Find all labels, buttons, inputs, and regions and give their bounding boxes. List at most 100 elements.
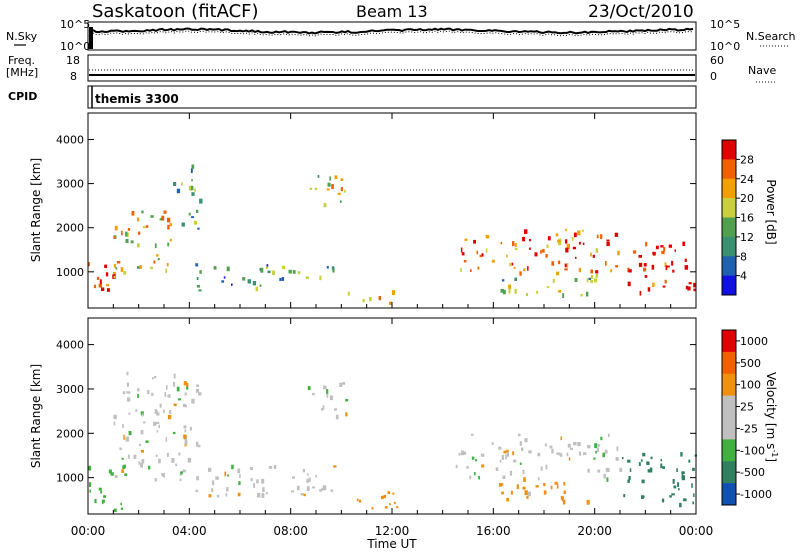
velocity-echo-cell <box>681 471 685 474</box>
velocity-echo-cell <box>629 468 632 472</box>
velocity-echo-cell <box>693 493 695 497</box>
site-title: Saskatoon (fitACF) <box>92 1 259 22</box>
cpid-value: themis 3300 <box>95 92 179 106</box>
power-echo-cell <box>347 291 350 296</box>
velocity-echo-cell <box>600 436 603 441</box>
velocity-echo-cell <box>647 469 651 473</box>
velocity-echo-cell <box>501 483 504 486</box>
power-echo-cell <box>106 284 110 287</box>
velocity-echo-cell <box>329 395 334 401</box>
velocity-echo-cell <box>226 487 229 492</box>
velocity-echo-cell <box>257 492 261 498</box>
velocity-echo-cell <box>162 473 165 478</box>
power-echo-cell <box>652 251 656 256</box>
power-echo-cell <box>665 265 668 271</box>
power-echo-cell <box>190 168 193 174</box>
velocity-echo-cell <box>603 473 606 479</box>
power-echo-cell <box>127 228 131 231</box>
velocity-echo-cell <box>184 439 188 445</box>
velocity-echo-cell <box>183 403 186 408</box>
power-echo-cell <box>120 267 124 272</box>
velocity-echo-cell <box>256 479 259 484</box>
velocity-echo-cell <box>133 454 137 459</box>
velocity-colorbar-segment <box>722 461 736 484</box>
velocity-echo-cell <box>481 464 485 468</box>
velocity-colorbar-segment <box>722 373 736 396</box>
velocity-colorbar-segment <box>722 439 736 462</box>
velocity-echo-cell <box>250 478 253 482</box>
velocity-echo-cell <box>475 459 478 462</box>
velocity-echo-cell <box>627 459 631 463</box>
power-echo-cell <box>639 290 642 296</box>
velocity-echo-cell <box>125 436 130 442</box>
velocity-echo-cell <box>216 494 220 498</box>
velocity-echo-cell <box>128 412 131 415</box>
velocity-echo-cell <box>527 491 531 497</box>
power-echo-cell <box>247 279 251 284</box>
velocity-echo-cell <box>671 493 675 496</box>
xtick-label: 20:00 <box>577 524 612 538</box>
power-echo-cell <box>682 241 686 246</box>
velocity-echo-cell <box>569 447 574 450</box>
velocity-echo-cell <box>154 478 157 482</box>
velocity-echo-cell <box>211 488 214 492</box>
velocity-echo-cell <box>303 493 306 497</box>
power-colorbar-tick-label: 24 <box>740 173 754 186</box>
power-echo-cell <box>169 238 172 242</box>
power-echo-cell <box>470 269 472 272</box>
power-echo-cell <box>643 267 647 272</box>
velocity-echo-cell <box>463 451 467 455</box>
power-echo-cell <box>667 265 670 268</box>
power-echo-cell <box>511 262 514 266</box>
velocity-echo-cell <box>593 457 596 460</box>
power-colorbar-segment <box>722 198 736 218</box>
velocity-echo-cell <box>322 405 325 410</box>
velocity-echo-cell <box>583 452 587 455</box>
velocity-echo-cell <box>333 408 337 411</box>
velocity-colorbar-segment <box>722 417 736 440</box>
velocity-echo-cell <box>359 499 362 503</box>
velocity-echo-cell <box>681 473 684 479</box>
velocity-echo-cell <box>677 482 679 487</box>
velocity-echo-cell <box>137 393 139 398</box>
velocity-echo-cell <box>392 492 395 495</box>
power-echo-cell <box>188 212 191 216</box>
power-echo-cell <box>115 267 118 270</box>
velocity-echo-cell <box>342 382 346 385</box>
velocity-echo-cell <box>261 493 265 498</box>
velocity-colorbar-frame <box>721 329 737 506</box>
power-echo-cell <box>141 210 144 214</box>
power-echo-cell <box>113 264 116 268</box>
velocity-echo-cell <box>562 499 566 505</box>
power-echo-cell <box>664 262 667 267</box>
power-echo-cell <box>309 187 312 190</box>
velocity-echo-cell <box>151 392 154 396</box>
power-echo-cell <box>508 284 511 289</box>
power-echo-cell <box>606 239 610 242</box>
power-echo-cell <box>198 289 202 292</box>
velocity-echo-cell <box>208 467 212 472</box>
velocity-echo-cell <box>586 499 590 505</box>
power-echo-cell <box>116 261 121 264</box>
velocity-echo-cell <box>239 474 241 478</box>
power-echo-cell <box>557 242 562 246</box>
velocity-echo-cell <box>98 487 102 491</box>
power-echo-cell <box>317 174 320 178</box>
velocity-data-marks <box>88 371 697 513</box>
cpid-label: CPID <box>8 90 37 103</box>
velocity-echo-cell <box>505 454 507 460</box>
velocity-echo-cell <box>169 409 172 414</box>
velocity-colorbar-segment <box>722 483 736 506</box>
velocity-echo-cell <box>522 486 526 490</box>
velocity-echo-cell <box>114 475 118 478</box>
nave-tick-bottom: 0 <box>710 70 717 83</box>
power-echo-cell <box>181 182 183 186</box>
power-echo-cell <box>159 218 163 221</box>
velocity-echo-cell <box>165 437 168 442</box>
power-echo-cell <box>663 246 666 252</box>
power-echo-cell <box>588 277 591 280</box>
power-colorbar-tick-label: 20 <box>740 192 754 205</box>
power-echo-cell <box>590 280 594 283</box>
power-echo-cell <box>195 263 199 267</box>
power-echo-cell <box>536 290 539 294</box>
